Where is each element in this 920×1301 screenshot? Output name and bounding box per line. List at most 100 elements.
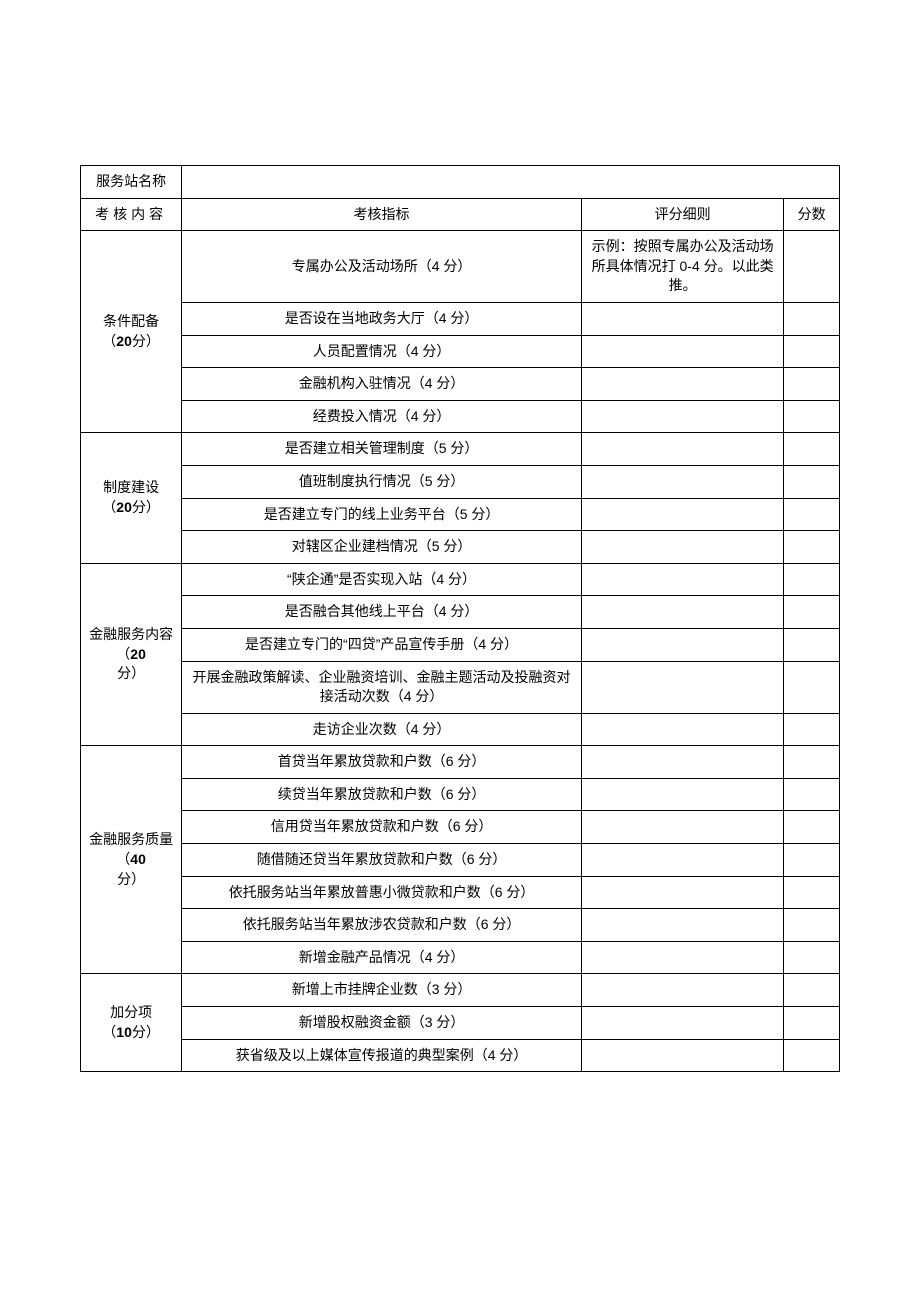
station-name-label: 服务站名称 [81, 166, 182, 199]
score-cell [784, 909, 840, 942]
score-cell [784, 498, 840, 531]
score-cell [784, 335, 840, 368]
table-row: 金融机构入驻情况（4 分） [81, 368, 840, 401]
table-row: 依托服务站当年累放涉农贷款和户数（6 分） [81, 909, 840, 942]
table-row: 金融服务内容（20分） “陕企通”是否实现入站（4 分） [81, 563, 840, 596]
indicator-cell: 对辖区企业建档情况（5 分） [182, 531, 582, 564]
col-header-indicator: 考核指标 [182, 198, 582, 231]
indicator-cell: 新增上市挂牌企业数（3 分） [182, 974, 582, 1007]
indicator-cell: 专属办公及活动场所（4 分） [182, 231, 582, 303]
score-cell [784, 778, 840, 811]
rule-cell [581, 465, 783, 498]
indicator-cell: 是否建立专门的线上业务平台（5 分） [182, 498, 582, 531]
indicator-cell: 走访企业次数（4 分） [182, 713, 582, 746]
indicator-cell: 是否建立专门的“四贷”产品宣传手册（4 分） [182, 628, 582, 661]
table-row: 经费投入情况（4 分） [81, 400, 840, 433]
rule-cell [581, 596, 783, 629]
col-header-category: 考核内容 [81, 198, 182, 231]
score-cell [784, 974, 840, 1007]
category-cell: 制度建设 （20分） [81, 433, 182, 563]
rule-cell [581, 498, 783, 531]
score-cell [784, 563, 840, 596]
indicator-cell: 续贷当年累放贷款和户数（6 分） [182, 778, 582, 811]
indicator-cell: 新增金融产品情况（4 分） [182, 941, 582, 974]
score-cell [784, 433, 840, 466]
score-cell [784, 628, 840, 661]
rule-cell [581, 335, 783, 368]
indicator-cell: 经费投入情况（4 分） [182, 400, 582, 433]
rule-cell [581, 713, 783, 746]
col-header-score: 分数 [784, 198, 840, 231]
rule-cell [581, 974, 783, 1007]
indicator-cell: 值班制度执行情况（5 分） [182, 465, 582, 498]
table-row: 金融服务质量（40分） 首贷当年累放贷款和户数（6 分） [81, 746, 840, 779]
table-row: 是否建立专门的“四贷”产品宣传手册（4 分） [81, 628, 840, 661]
rule-cell [581, 1007, 783, 1040]
table-row: 开展金融政策解读、企业融资培训、金融主题活动及投融资对接活动次数（4 分） [81, 661, 840, 713]
score-cell [784, 1039, 840, 1072]
indicator-cell: 金融机构入驻情况（4 分） [182, 368, 582, 401]
table-row: 是否融合其他线上平台（4 分） [81, 596, 840, 629]
table-row: 人员配置情况（4 分） [81, 335, 840, 368]
table-row: 是否建立专门的线上业务平台（5 分） [81, 498, 840, 531]
indicator-cell: 首贷当年累放贷款和户数（6 分） [182, 746, 582, 779]
rule-cell [581, 844, 783, 877]
indicator-cell: 是否融合其他线上平台（4 分） [182, 596, 582, 629]
score-cell [784, 811, 840, 844]
rule-cell [581, 876, 783, 909]
table-row: 加分项 （10分） 新增上市挂牌企业数（3 分） [81, 974, 840, 1007]
score-cell [784, 400, 840, 433]
category-cell: 条件配备 （20分） [81, 231, 182, 433]
table-row: 服务站名称 [81, 166, 840, 199]
indicator-cell: 信用贷当年累放贷款和户数（6 分） [182, 811, 582, 844]
table-row: 获省级及以上媒体宣传报道的典型案例（4 分） [81, 1039, 840, 1072]
score-cell [784, 713, 840, 746]
evaluation-table: 服务站名称 考核内容 考核指标 评分细则 分数 条件配备 （20分） 专属办公及… [80, 165, 840, 1072]
rule-cell [581, 778, 783, 811]
score-cell [784, 941, 840, 974]
score-cell [784, 465, 840, 498]
table-row: 条件配备 （20分） 专属办公及活动场所（4 分） 示例：按照专属办公及活动场所… [81, 231, 840, 303]
rule-cell [581, 746, 783, 779]
rule-cell [581, 628, 783, 661]
station-name-value [182, 166, 840, 199]
rule-cell [581, 811, 783, 844]
table-row: 随借随还贷当年累放贷款和户数（6 分） [81, 844, 840, 877]
score-cell [784, 368, 840, 401]
category-cell: 金融服务内容（20分） [81, 563, 182, 746]
rule-cell [581, 941, 783, 974]
indicator-cell: 开展金融政策解读、企业融资培训、金融主题活动及投融资对接活动次数（4 分） [182, 661, 582, 713]
rule-cell [581, 531, 783, 564]
indicator-cell: 获省级及以上媒体宣传报道的典型案例（4 分） [182, 1039, 582, 1072]
score-cell [784, 844, 840, 877]
col-header-rule: 评分细则 [581, 198, 783, 231]
indicator-cell: 依托服务站当年累放涉农贷款和户数（6 分） [182, 909, 582, 942]
indicator-cell: 依托服务站当年累放普惠小微贷款和户数（6 分） [182, 876, 582, 909]
table-row: 新增股权融资金额（3 分） [81, 1007, 840, 1040]
indicator-cell: 是否建立相关管理制度（5 分） [182, 433, 582, 466]
score-cell [784, 531, 840, 564]
table-row: 考核内容 考核指标 评分细则 分数 [81, 198, 840, 231]
rule-cell [581, 302, 783, 335]
rule-cell [581, 368, 783, 401]
indicator-cell: 新增股权融资金额（3 分） [182, 1007, 582, 1040]
table-row: 新增金融产品情况（4 分） [81, 941, 840, 974]
rule-cell [581, 661, 783, 713]
table-row: 走访企业次数（4 分） [81, 713, 840, 746]
table-row: 是否设在当地政务大厅（4 分） [81, 302, 840, 335]
rule-cell [581, 909, 783, 942]
indicator-cell: 是否设在当地政务大厅（4 分） [182, 302, 582, 335]
rule-cell [581, 1039, 783, 1072]
category-cell: 加分项 （10分） [81, 974, 182, 1072]
indicator-cell: 人员配置情况（4 分） [182, 335, 582, 368]
score-cell [784, 1007, 840, 1040]
table-row: 值班制度执行情况（5 分） [81, 465, 840, 498]
rule-cell: 示例：按照专属办公及活动场所具体情况打 0-4 分。以此类推。 [581, 231, 783, 303]
rule-cell [581, 400, 783, 433]
score-cell [784, 661, 840, 713]
rule-cell [581, 433, 783, 466]
indicator-cell: “陕企通”是否实现入站（4 分） [182, 563, 582, 596]
score-cell [784, 596, 840, 629]
table-row: 信用贷当年累放贷款和户数（6 分） [81, 811, 840, 844]
rule-cell [581, 563, 783, 596]
